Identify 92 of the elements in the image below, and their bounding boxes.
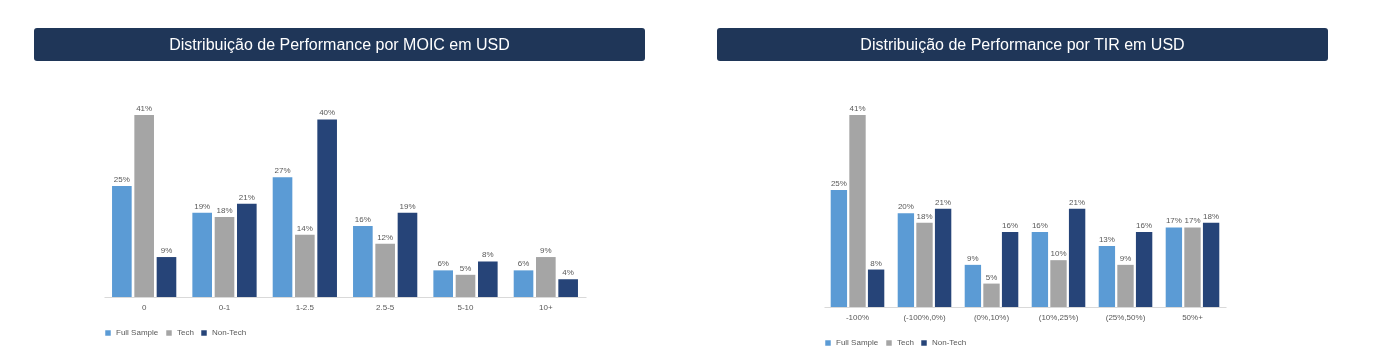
data-label: 9%	[160, 246, 173, 256]
bar	[1135, 232, 1153, 307]
data-label: 4%	[562, 268, 574, 278]
bar	[830, 189, 848, 307]
x-tick-label: 50%+	[1182, 312, 1204, 322]
bar	[295, 234, 315, 297]
bar	[1165, 227, 1183, 307]
data-label: 8%	[482, 250, 494, 260]
data-label: 10%	[1050, 249, 1067, 259]
data-label: 5%	[459, 263, 472, 273]
data-label: 12%	[377, 232, 394, 242]
bar	[916, 222, 933, 307]
bar	[849, 115, 866, 307]
x-tick-label: (25%,50%)	[1105, 312, 1146, 322]
x-tick-label: 10+	[539, 302, 553, 312]
bar	[455, 274, 476, 297]
data-label: 27%	[274, 166, 291, 176]
data-label: 6%	[437, 259, 449, 269]
bar	[897, 213, 915, 307]
data-label: 25%	[830, 178, 847, 188]
bar	[934, 208, 952, 307]
data-label: 19%	[194, 201, 211, 211]
bar	[867, 269, 885, 307]
x-tick-label: (-100%,0%)	[903, 312, 946, 322]
data-label: 41%	[849, 104, 866, 113]
data-label: 18%	[1203, 211, 1220, 221]
data-label: 9%	[1119, 253, 1132, 263]
bar	[1068, 208, 1086, 307]
x-tick-label: (0%,10%)	[973, 312, 1010, 322]
x-tick-label: 5-10	[457, 302, 475, 312]
data-label: 8%	[870, 258, 882, 268]
data-label: 9%	[967, 253, 979, 263]
data-label: 19%	[399, 201, 416, 211]
data-label: 17%	[1184, 216, 1201, 226]
bar	[375, 243, 395, 297]
legend-label: Non-Tech	[932, 338, 967, 347]
x-tick-label: (10%,25%)	[1038, 312, 1079, 322]
legend-label: Tech	[177, 328, 194, 337]
legend-label: Full Sample	[836, 338, 879, 347]
bar	[156, 257, 177, 297]
data-label: 16%	[1136, 221, 1153, 231]
legend-label: Tech	[897, 338, 914, 347]
data-label: 21%	[1069, 197, 1086, 207]
data-label: 20%	[897, 202, 914, 212]
bar	[134, 115, 154, 297]
bar	[478, 261, 498, 297]
bar	[1117, 264, 1134, 307]
bar	[192, 212, 212, 297]
x-tick-label: -100%	[845, 312, 870, 322]
bar	[1184, 227, 1201, 307]
bar	[397, 212, 418, 297]
legend-label: Full Sample	[116, 328, 159, 337]
bar	[1050, 260, 1067, 307]
chart-title: Distribuição de Performance por MOIC em USD	[34, 28, 645, 61]
bar	[433, 270, 453, 297]
data-label: 25%	[113, 175, 130, 185]
bar	[513, 270, 534, 297]
bar	[536, 257, 556, 297]
data-label: 16%	[354, 214, 371, 224]
data-label: 16%	[1002, 221, 1019, 231]
data-label: 5%	[985, 272, 998, 282]
bar	[558, 279, 578, 297]
data-label: 17%	[1165, 216, 1182, 226]
bar	[1031, 232, 1049, 307]
bar	[964, 264, 982, 307]
bar	[983, 283, 1000, 307]
bar	[353, 225, 373, 297]
data-label: 21%	[935, 197, 952, 207]
data-label: 41%	[136, 104, 153, 113]
data-label: 21%	[238, 192, 255, 202]
bar	[317, 119, 337, 297]
data-label: 9%	[540, 246, 552, 256]
bar	[1001, 232, 1019, 307]
bar	[1098, 246, 1116, 307]
legend-label: Non-Tech	[212, 328, 247, 337]
x-tick-label: 1-2.5	[295, 302, 315, 312]
data-label: 40%	[319, 108, 336, 118]
bar	[237, 203, 257, 297]
data-label: 16%	[1031, 221, 1048, 231]
data-label: 18%	[216, 206, 233, 216]
x-tick-label: 2.5-5	[376, 302, 395, 312]
x-tick-label: 0	[141, 302, 147, 312]
x-tick-label: 0-1	[218, 302, 231, 312]
bar	[214, 217, 235, 297]
bar	[272, 177, 293, 297]
bar	[112, 186, 132, 297]
chart-title: Distribuição de Performance por TIR em USD	[717, 28, 1328, 61]
bar	[1202, 222, 1220, 307]
data-label: 6%	[517, 259, 530, 269]
data-label: 13%	[1098, 235, 1115, 245]
data-label: 14%	[296, 223, 313, 233]
data-label: 18%	[916, 211, 933, 221]
